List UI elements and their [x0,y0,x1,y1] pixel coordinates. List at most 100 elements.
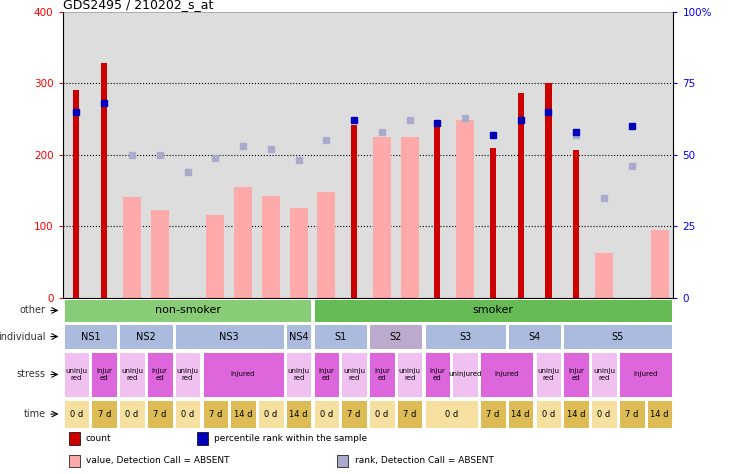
Bar [91,352,117,397]
Text: injured: injured [231,372,255,377]
Bar [434,121,440,298]
Bar [314,352,339,397]
Text: 14 d: 14 d [567,410,586,419]
Text: uninjured: uninjured [448,372,482,377]
Bar [342,401,367,428]
Text: uninju
red: uninju red [593,368,615,381]
Bar [289,209,308,298]
Bar [234,187,252,298]
Bar [595,254,613,298]
Bar [197,432,208,445]
Text: S3: S3 [459,331,471,342]
Bar [119,352,145,397]
Bar [123,197,141,298]
Text: uninju
red: uninju red [537,368,559,381]
Bar [508,401,534,428]
Text: 7 d: 7 d [208,410,222,419]
Bar [64,299,311,322]
Text: S5: S5 [612,331,624,342]
Text: GDS2495 / 210202_s_at: GDS2495 / 210202_s_at [63,0,213,11]
Bar [147,401,172,428]
Bar [351,125,357,298]
Text: non-smoker: non-smoker [155,305,221,316]
Bar [545,83,551,298]
Text: 14 d: 14 d [512,410,530,419]
Bar [425,324,506,349]
Bar [286,324,311,349]
Bar [230,401,256,428]
Text: 0 d: 0 d [445,410,458,419]
Bar [286,401,311,428]
Bar [342,352,367,397]
Bar [314,299,672,322]
Text: 0 d: 0 d [375,410,389,419]
Bar [480,352,534,397]
Bar [64,352,89,397]
Text: uninju
red: uninju red [177,368,199,381]
Text: smoker: smoker [473,305,514,316]
Text: 0 d: 0 d [319,410,333,419]
Bar [647,401,672,428]
Text: injur
ed: injur ed [319,368,334,381]
Text: value, Detection Call = ABSENT: value, Detection Call = ABSENT [86,456,230,465]
Bar [369,401,394,428]
Bar [490,147,496,298]
Bar [202,352,283,397]
Text: 0 d: 0 d [181,410,194,419]
Text: 14 d: 14 d [651,410,669,419]
Text: S2: S2 [389,331,402,342]
Bar [480,401,506,428]
Bar [397,352,422,397]
Text: 0 d: 0 d [264,410,277,419]
Text: individual: individual [0,331,46,342]
Bar [456,120,474,298]
Text: injured: injured [634,372,658,377]
Bar [147,352,172,397]
Bar [64,401,89,428]
Bar [369,352,394,397]
Bar [517,92,524,298]
Bar [591,352,617,397]
Bar [174,352,200,397]
Text: uninju
red: uninju red [343,368,365,381]
Text: 14 d: 14 d [234,410,252,419]
Text: injur
ed: injur ed [374,368,390,381]
Bar [338,455,348,467]
Text: uninju
red: uninju red [121,368,143,381]
Bar [206,216,224,298]
Text: 7 d: 7 d [98,410,111,419]
Text: injur
ed: injur ed [152,368,168,381]
Bar [564,324,672,349]
Bar [151,210,169,298]
Text: NS3: NS3 [219,331,239,342]
Bar [508,324,562,349]
Bar [536,401,562,428]
Text: 7 d: 7 d [347,410,361,419]
Bar [91,401,117,428]
Text: other: other [20,305,46,316]
Text: S4: S4 [528,331,541,342]
Text: stress: stress [17,369,46,380]
Text: 7 d: 7 d [486,410,500,419]
Bar [651,230,668,298]
Bar [174,401,200,428]
Bar [619,401,645,428]
Bar [174,324,283,349]
Bar [317,192,336,298]
Bar [573,150,579,298]
Bar [369,324,422,349]
Bar [68,432,79,445]
Bar [119,324,172,349]
Text: NS4: NS4 [289,331,308,342]
Bar [68,455,79,467]
Text: uninju
red: uninju red [66,368,88,381]
Bar [536,352,562,397]
Bar [74,91,79,298]
Text: 7 d: 7 d [153,410,166,419]
Bar [591,401,617,428]
Text: 0 d: 0 d [598,410,611,419]
Bar [119,401,145,428]
Text: injur
ed: injur ed [96,368,112,381]
Bar [619,352,672,397]
Bar [101,64,107,298]
